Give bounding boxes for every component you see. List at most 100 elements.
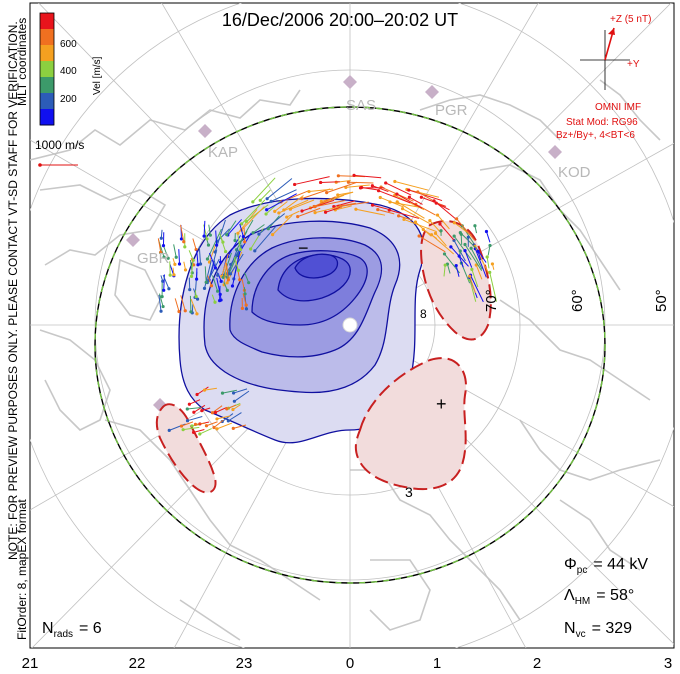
velocity-vector-origin — [307, 189, 311, 194]
velocity-vector-origin — [244, 219, 248, 224]
velocity-vector-origin — [243, 240, 247, 244]
velocity-vector — [233, 424, 247, 429]
velocity-vector-origin — [182, 240, 186, 244]
velocity-vector-origin — [376, 207, 380, 212]
velocity-vector-origin — [470, 267, 474, 271]
velocity-vector — [389, 209, 420, 219]
phi-pc-symbol: Φ — [564, 556, 577, 573]
velocity-vector-origin — [200, 408, 204, 413]
colorbar-segment — [40, 61, 54, 78]
velocity-vector-origin — [179, 237, 184, 241]
velocity-vector — [485, 231, 491, 243]
imf-dial: +Z (5 nT) +Y OMNI IMF Stat Mod: RG96 Bz+… — [556, 14, 651, 141]
velocity-vector — [378, 190, 411, 204]
velocity-vector — [436, 202, 450, 211]
velocity-vector-origin — [205, 257, 210, 261]
velocity-vector-origin — [473, 224, 477, 228]
velocity-vector — [158, 294, 162, 312]
svg-text:ΛHM= 58°: ΛHM = 58° — [564, 587, 634, 607]
velocity-vector — [239, 219, 254, 244]
velocity-vector — [377, 209, 395, 215]
velocity-vector-origin — [216, 289, 220, 293]
velocity-vector — [333, 200, 355, 208]
velocity-vector-origin — [191, 430, 196, 434]
velocity-vector-origin — [277, 211, 281, 215]
velocity-vector — [283, 195, 304, 211]
velocity-vector-origin — [225, 281, 229, 285]
phi-pc-subscript: pc — [577, 565, 588, 576]
velocity-vector — [215, 230, 218, 246]
velocity-vector — [313, 196, 336, 207]
velocity-vector-origin — [458, 249, 462, 253]
mlt-tick-23: 23 — [236, 655, 253, 672]
svg-text:Nrads= 6: Nrads = 6 — [42, 620, 102, 640]
velocity-vector — [372, 204, 391, 211]
velocity-vector — [180, 224, 185, 242]
velocity-vector-origin — [159, 236, 163, 240]
velocity-vector — [286, 210, 300, 218]
velocity-vector — [396, 201, 425, 219]
mlt-tick-0: 0 — [346, 655, 354, 672]
velocity-vector-origin — [243, 292, 247, 296]
velocity-vector-origin — [172, 273, 176, 277]
velocity-vector — [204, 266, 207, 283]
velocity-vector-origin — [488, 243, 492, 248]
velocity-vector-origin — [179, 424, 184, 428]
velocity-vector-origin — [270, 233, 275, 237]
velocity-vector — [239, 223, 244, 237]
velocity-vector-origin — [236, 231, 240, 235]
velocity-vector — [231, 251, 241, 287]
velocity-vector — [314, 200, 346, 208]
velocity-vector-origin — [188, 288, 192, 292]
velocity-vector — [226, 220, 237, 235]
velocity-vector-origin — [221, 275, 225, 280]
velocity-vector-origin — [196, 263, 200, 267]
velocity-vector-origin — [416, 190, 420, 194]
velocity-vector — [321, 191, 354, 202]
reference-vector: 1000 m/s — [35, 138, 84, 167]
stats-panel: Φpc = 44 kV ΛHM = 58° Nvc = 329 Nrads = 6 — [42, 556, 648, 640]
velocity-vector-origin — [469, 246, 473, 250]
velocity-vector — [274, 201, 288, 212]
velocity-vector-origin — [251, 231, 255, 235]
velocity-vector-origin — [161, 244, 166, 248]
velocity-vector-origin — [485, 255, 489, 259]
velocity-vector-origin — [249, 247, 253, 251]
velocity-vector — [163, 246, 169, 259]
velocity-vector-origin — [244, 303, 248, 307]
velocity-vector-origin — [285, 215, 289, 219]
velocity-vector — [470, 248, 483, 270]
velocity-vector-origin — [300, 209, 304, 213]
velocity-vector-origin — [220, 391, 225, 395]
velocity-vector-origin — [183, 309, 187, 313]
velocity-vector-origin — [264, 212, 268, 216]
velocity-vector — [461, 225, 475, 245]
velocity-vector — [228, 412, 242, 422]
velocity-vector-origin — [218, 260, 223, 264]
velocity-vector — [178, 249, 181, 265]
velocity-vector-origin — [205, 237, 209, 241]
velocity-vector — [355, 208, 386, 216]
velocity-vector-origin — [319, 180, 323, 185]
velocity-vector — [162, 274, 170, 289]
velocity-vector — [252, 177, 276, 203]
velocity-vector-origin — [346, 180, 351, 184]
velocity-vector-origin — [266, 227, 270, 231]
velocity-vector — [227, 247, 239, 275]
velocity-vector-origin — [336, 174, 340, 178]
velocity-vector — [326, 181, 358, 194]
velocity-vector-origin — [215, 417, 219, 421]
velocity-vector-origin — [204, 424, 209, 428]
velocity-vector — [212, 405, 223, 414]
mlt-tick-21: 21 — [22, 655, 39, 672]
mlt-axis: 21 22 23 0 1 2 3 — [22, 655, 673, 672]
radar-label-sas: SAS — [346, 97, 376, 114]
velocity-vector-origin — [402, 217, 406, 222]
velocity-vector — [335, 205, 352, 211]
velocity-vector-origin — [195, 277, 199, 281]
velocity-vector — [190, 298, 198, 315]
velocity-vector-origin — [174, 255, 178, 259]
velocity-vector — [398, 215, 413, 221]
velocity-vector — [469, 276, 476, 294]
